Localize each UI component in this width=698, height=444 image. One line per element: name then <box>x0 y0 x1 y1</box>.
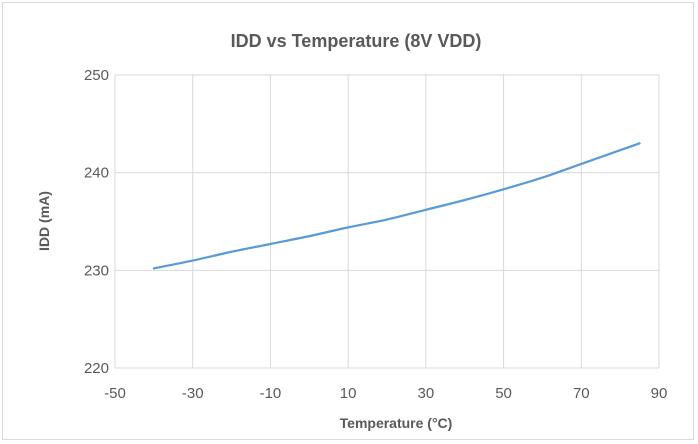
x-tick-label: -30 <box>182 385 204 402</box>
y-tick-label: 230 <box>84 262 109 279</box>
chart-title: IDD vs Temperature (8V VDD) <box>231 31 482 51</box>
x-tick-label: 30 <box>418 385 435 402</box>
x-tick-labels: -50 -30 -10 10 30 50 70 90 <box>104 385 667 402</box>
x-tick-label: 10 <box>340 385 357 402</box>
x-tick-label: 90 <box>651 385 668 402</box>
series-line-0 <box>152 142 641 270</box>
y-tick-label: 240 <box>84 165 109 182</box>
y-axis-label: IDD (mA) <box>36 191 52 251</box>
series-layer <box>152 142 641 270</box>
gridlines <box>114 74 660 369</box>
x-tick-label: 50 <box>495 385 512 402</box>
x-tick-label: -50 <box>104 385 126 402</box>
y-tick-labels: 220 230 240 250 <box>84 67 109 377</box>
x-axis-label: Temperature (°C) <box>340 415 453 431</box>
x-tick-label: -10 <box>260 385 282 402</box>
y-tick-label: 220 <box>84 360 109 377</box>
y-tick-label: 250 <box>84 67 109 84</box>
x-tick-label: 70 <box>573 385 590 402</box>
